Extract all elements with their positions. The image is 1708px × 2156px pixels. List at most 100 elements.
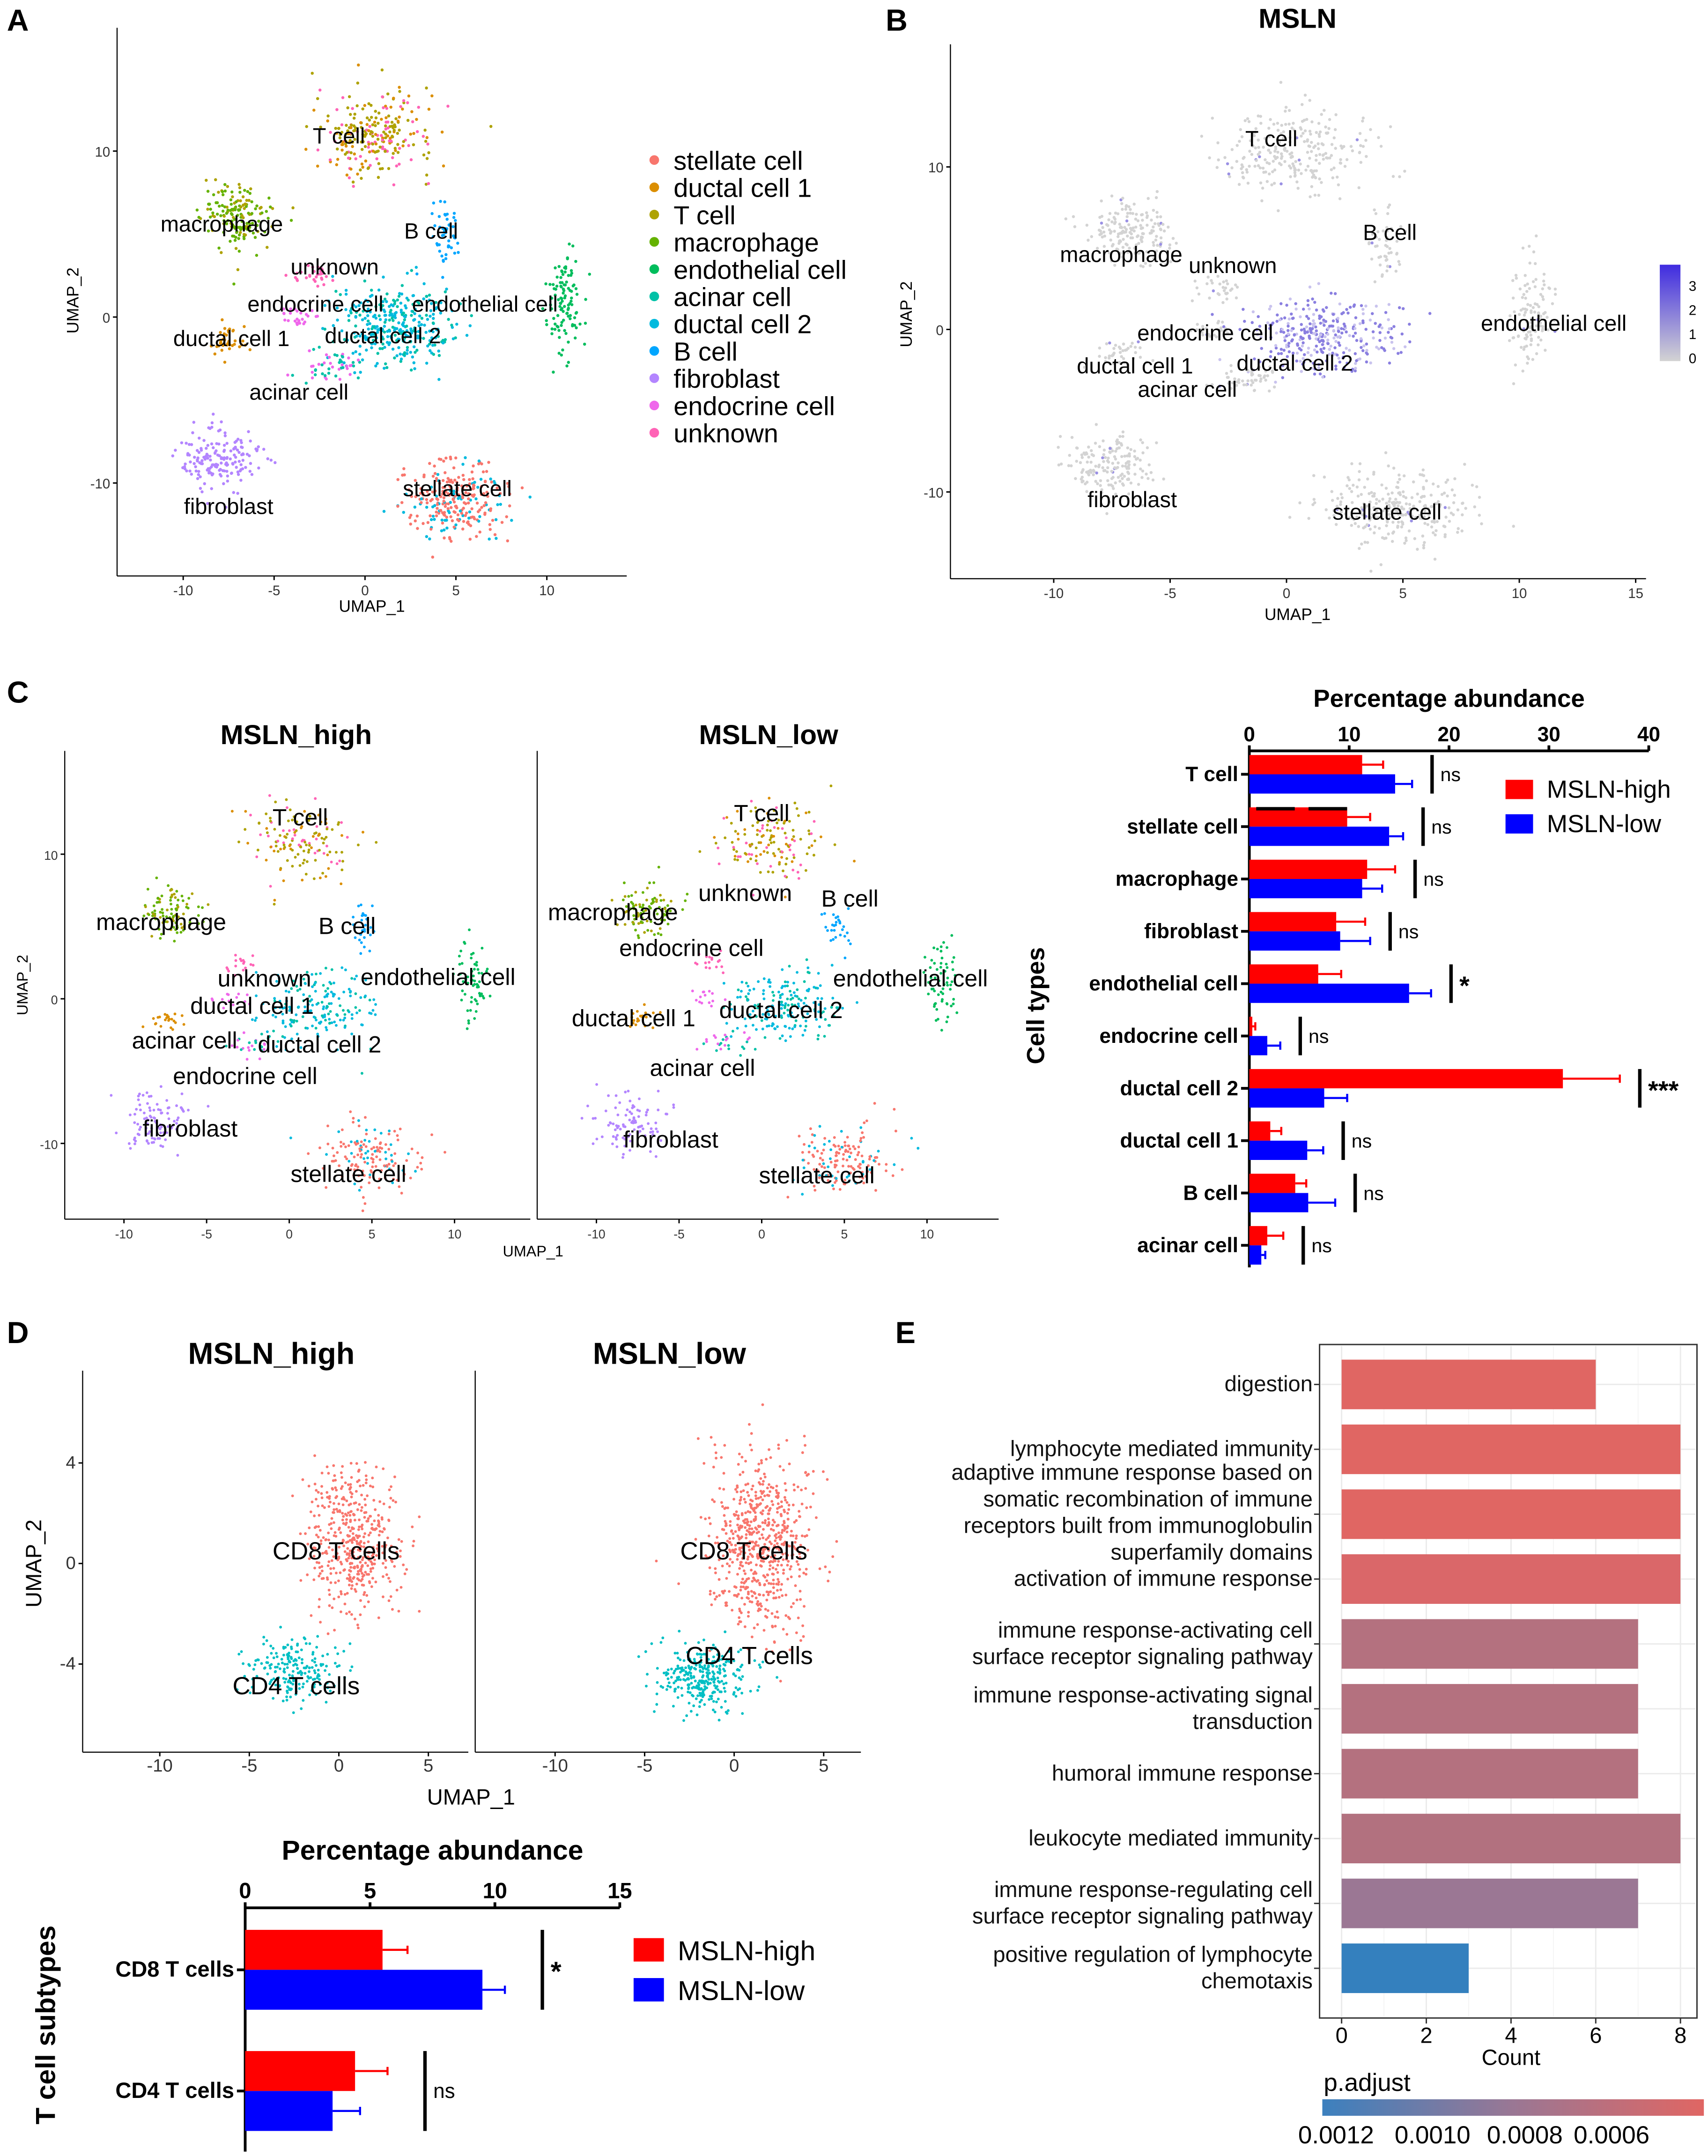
umap-point [237,460,241,463]
umap-point [245,452,249,456]
umap-point [309,1510,312,1514]
umap-point [338,377,342,381]
umap-point [634,929,637,932]
umap-point [221,190,224,193]
umap-point [370,288,373,292]
umap-point [1154,238,1158,242]
umap-point [242,216,245,220]
umap-point [1397,306,1401,310]
umap-point [1389,336,1392,339]
umap-point [368,322,371,325]
umap-point [324,875,327,878]
umap-point [488,995,492,997]
x-tick-label: -5 [1164,586,1176,601]
umap-point [793,1025,796,1028]
umap-point [233,453,236,457]
umap-point [1112,216,1116,219]
umap-point [1117,441,1121,444]
umap-point [1325,306,1328,309]
umap-point [383,346,386,349]
umap-point [449,515,452,518]
umap-point [359,1156,362,1159]
umap-point [859,1126,863,1129]
umap-point [681,908,684,911]
umap-point [383,325,386,328]
umap-point [705,1038,708,1041]
umap-point [243,227,246,230]
umap-point [563,296,567,300]
umap-point [759,871,762,874]
umap-point [197,905,200,908]
umap-point [1526,303,1530,306]
umap-point [377,176,380,179]
umap-point [221,318,224,322]
umap-point [1323,324,1326,327]
umap-point [702,1042,705,1045]
legend-swatch [649,237,659,247]
umap-point [133,1136,136,1139]
umap-point [1522,347,1526,351]
umap-point [804,1025,807,1028]
umap-point [1361,319,1365,323]
umap-point [225,206,229,209]
umap-point [331,1487,334,1490]
umap-point [1092,469,1095,472]
umap-point [372,325,376,329]
umap-point [305,860,309,863]
umap-point [340,882,343,886]
umap-point [1079,461,1082,465]
umap-point [387,114,391,118]
umap-point [152,1017,155,1020]
umap-point [361,165,364,169]
umap-point [381,147,384,150]
umap-point [422,337,425,340]
umap-point [282,843,286,847]
umap-point [406,346,409,349]
umap-point [757,980,760,983]
umap-point [1392,325,1396,328]
umap-point [1511,279,1515,282]
umap-point [291,849,294,852]
umap-point [1133,473,1137,476]
umap-point [847,939,850,942]
umap-point [371,142,375,146]
umap-point [1352,334,1355,338]
umap-point [686,893,689,896]
umap-point [939,950,943,953]
umap-point [152,904,155,908]
umap-point [1237,183,1241,186]
umap-point [747,984,750,988]
umap-point [1457,527,1460,531]
umap-point [155,1103,159,1106]
umap-point [1102,469,1106,473]
umap-point [820,913,823,916]
umap-point [1309,195,1312,199]
umap-point [233,201,236,205]
umap-point [428,342,431,346]
umap-point [792,982,795,985]
umap-point [1262,376,1266,379]
x-tick-label: -10 [1044,586,1064,601]
umap-point [1303,129,1307,133]
umap-point [489,125,493,128]
x-tick-label: 5 [841,1227,848,1241]
umap-point [437,511,441,515]
umap-point [1230,166,1234,170]
umap-point [1125,467,1129,470]
umap-point [363,279,367,283]
umap-point [314,989,317,993]
y-tick-label: 10 [928,160,944,176]
umap-point [335,306,339,310]
umap-point [336,318,339,322]
umap-point [1340,331,1344,335]
umap-point [376,352,379,355]
umap-point [1306,151,1309,154]
umap-point [399,357,403,361]
umap-point [333,1629,336,1632]
umap-point [368,998,371,1002]
umap-point [645,1111,648,1114]
umap-point [270,225,274,229]
umap-point [347,1144,350,1147]
umap-point [257,445,260,449]
umap-point [155,901,159,904]
